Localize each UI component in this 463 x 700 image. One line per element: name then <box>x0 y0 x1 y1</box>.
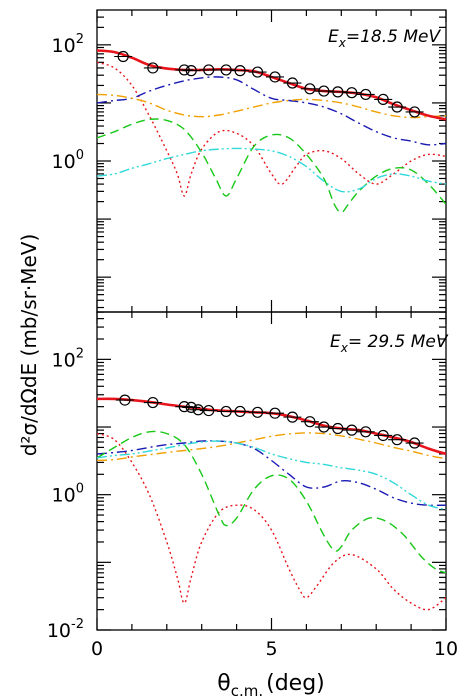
series-line-dashdotdot <box>97 147 446 193</box>
data-point <box>377 429 389 442</box>
data-point <box>408 437 421 449</box>
panel-top-energy-label: Ex=18.5 MeV <box>328 27 441 50</box>
panel-bottom-energy-label: Ex= 29.5 MeV <box>330 332 449 355</box>
data-point <box>346 87 358 99</box>
series-line-dashdot <box>97 76 446 146</box>
x-axis-title: θc.m. (deg) <box>217 671 325 700</box>
panel-top-axes: 102 100 <box>52 10 447 312</box>
series-line-solid <box>97 49 446 121</box>
panel-top-data-points <box>114 50 424 118</box>
x-tick-label-0: 0 <box>91 638 103 660</box>
data-point <box>147 396 159 409</box>
data-point <box>220 64 232 76</box>
panel-top: 102 100 Ex=18.5 MeV <box>52 9 447 313</box>
series-line-dashed <box>97 430 446 574</box>
data-point <box>185 65 197 77</box>
data-point <box>269 71 281 83</box>
data-point <box>251 406 264 418</box>
panel-bottom-axes: 102 100 10-2 <box>47 311 447 642</box>
data-point <box>286 77 299 89</box>
data-point <box>332 86 344 98</box>
panel-bottom-frame <box>96 311 447 631</box>
data-point <box>178 64 190 76</box>
data-point <box>391 101 403 113</box>
panel-top-frame <box>96 9 447 313</box>
data-point <box>377 93 389 105</box>
panel-bottom-curves <box>97 397 446 611</box>
data-point <box>185 401 197 413</box>
y-tick-label: 100 <box>52 482 84 507</box>
data-point <box>304 416 316 428</box>
x-tick-label-5: 5 <box>265 638 277 660</box>
series-line-dashed <box>97 118 446 214</box>
data-point <box>269 407 281 419</box>
data-point <box>318 421 330 433</box>
data-point <box>408 106 421 118</box>
data-point <box>203 404 215 417</box>
data-point <box>318 85 330 97</box>
data-point <box>178 401 190 413</box>
data-point <box>234 65 246 77</box>
y-axis-title: d²σ/dΩdE (mb/sr·MeV) <box>17 234 41 457</box>
data-point <box>117 50 129 63</box>
series-line-solid <box>97 397 446 456</box>
data-point <box>251 66 264 78</box>
series-line-dashdot <box>97 432 446 462</box>
data-point <box>286 411 299 423</box>
data-point <box>304 83 316 95</box>
y-tick-label: 100 <box>52 148 84 173</box>
panel-bottom-data-points <box>115 394 424 449</box>
series-line-dotted <box>97 61 446 197</box>
data-point <box>147 62 159 74</box>
x-tick-label-10: 10 <box>434 638 458 660</box>
panel-top-curves <box>97 49 446 214</box>
data-point <box>119 394 131 406</box>
data-point <box>346 424 358 436</box>
data-point <box>360 426 372 438</box>
data-point <box>360 88 372 101</box>
data-point <box>391 434 403 446</box>
panel-bottom: 102 100 10-2 Ex= 29.5 MeV <box>47 311 449 642</box>
data-point <box>332 422 344 435</box>
y-tick-label: 10-2 <box>47 617 84 642</box>
data-point <box>234 405 246 418</box>
series-line-dashdot <box>97 440 446 507</box>
y-tick-label: 102 <box>52 32 84 57</box>
y-tick-label: 102 <box>52 346 84 371</box>
series-line-dotted <box>97 432 446 611</box>
data-point <box>203 64 215 76</box>
